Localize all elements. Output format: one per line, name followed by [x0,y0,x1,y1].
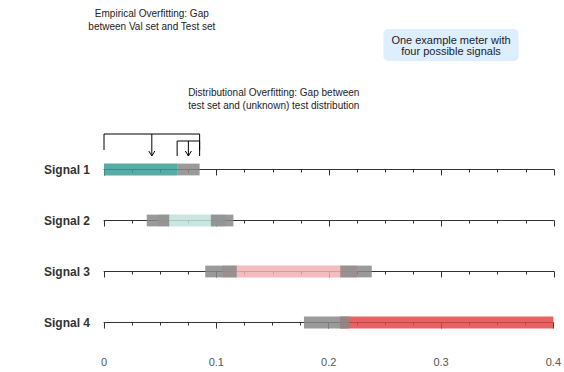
svg-text:Signal 2: Signal 2 [44,214,90,228]
svg-text:0.1: 0.1 [209,356,224,368]
svg-text:0.4: 0.4 [546,356,561,368]
svg-text:0.2: 0.2 [321,356,336,368]
svg-text:Empirical Overfitting: Gap: Empirical Overfitting: Gap [95,8,209,19]
svg-text:Signal 4: Signal 4 [44,316,90,330]
svg-text:0: 0 [101,356,107,368]
svg-text:Signal 1: Signal 1 [44,163,90,177]
svg-text:Distributional Overfitting: Ga: Distributional Overfitting: Gap between [188,87,359,98]
svg-text:test set and (unknown) test di: test set and (unknown) test distribution [188,100,359,111]
svg-text:0.3: 0.3 [433,356,448,368]
svg-text:One example meter with: One example meter with [391,33,511,46]
svg-text:Signal 3: Signal 3 [44,265,90,279]
svg-text:four possible signals: four possible signals [401,45,501,57]
svg-text:between Val set and Test set: between Val set and Test set [88,21,215,32]
